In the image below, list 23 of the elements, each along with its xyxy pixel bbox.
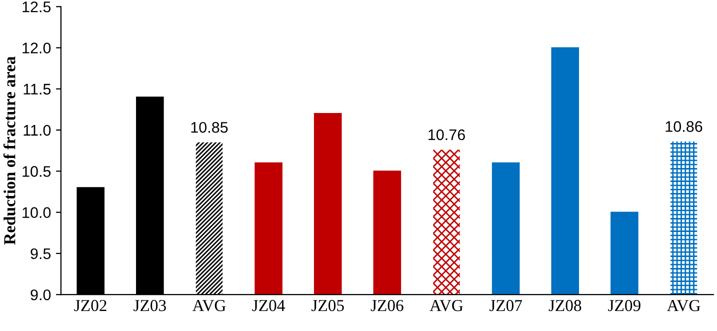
x-tick-label: JZ04 bbox=[252, 300, 285, 312]
x-tick-label: JZ09 bbox=[608, 300, 640, 312]
x-tick-label: AVG bbox=[192, 300, 226, 312]
y-tick-label: 9.0 bbox=[30, 289, 51, 300]
data-label: 10.85 bbox=[191, 122, 228, 133]
x-tick-label: JZ02 bbox=[74, 300, 106, 312]
data-label: 10.76 bbox=[428, 129, 465, 140]
y-tick-label: 11.5 bbox=[24, 84, 51, 95]
y-tick-label: 10.0 bbox=[22, 207, 51, 218]
x-tick-label: AVG bbox=[430, 300, 463, 312]
x-tick-label: JZ08 bbox=[548, 300, 582, 312]
y-tick-label: 10.5 bbox=[22, 166, 51, 177]
x-tick-label: JZ06 bbox=[370, 300, 404, 312]
x-tick-label: JZ03 bbox=[134, 300, 166, 312]
y-tick-label: 12.5 bbox=[22, 1, 51, 12]
x-tick-label: AVG bbox=[666, 300, 700, 312]
x-tick-label: JZ07 bbox=[489, 300, 522, 312]
y-tick-label: 9.5 bbox=[30, 248, 51, 260]
y-tick-label: 12.0 bbox=[22, 42, 51, 54]
y-axis-title: Reduction of fracture area bbox=[3, 56, 16, 245]
x-tick-label: JZ05 bbox=[312, 300, 344, 312]
y-tick-label: 11.0 bbox=[24, 124, 51, 136]
data-label: 10.86 bbox=[666, 121, 702, 132]
